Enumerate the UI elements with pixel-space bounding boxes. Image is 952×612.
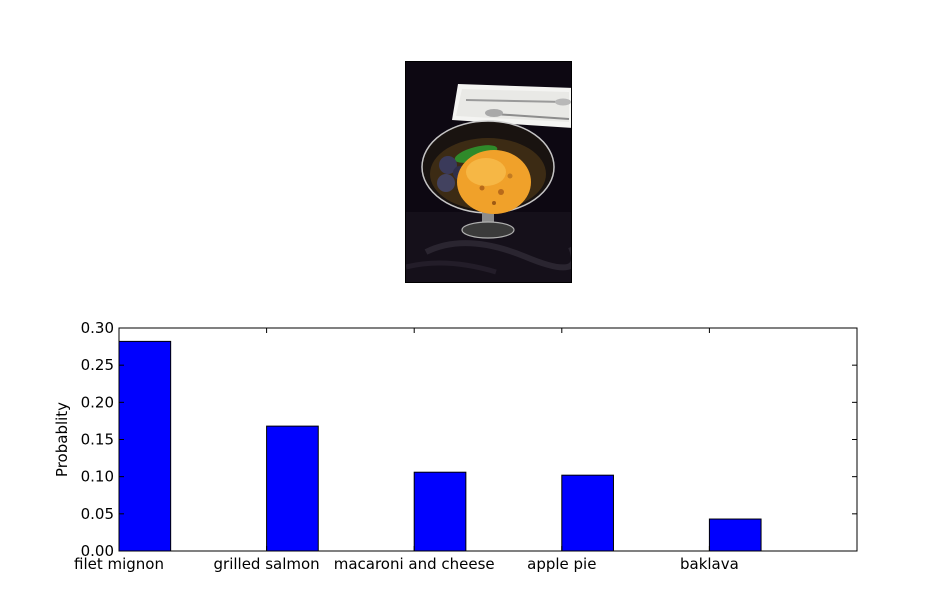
x-tick-label: filet mignon xyxy=(74,555,164,573)
y-tick-label: 0.30 xyxy=(81,319,114,337)
y-tick-label: 0.20 xyxy=(81,393,114,411)
bar-grilled-salmon xyxy=(266,425,319,552)
ticks xyxy=(118,327,857,552)
y-axis-label: Probablity xyxy=(53,402,71,477)
x-tick-label: macaroni and cheese xyxy=(334,555,495,573)
y-tick-labels: 0.00 0.05 0.10 0.15 0.20 0.25 0.30 xyxy=(81,319,114,560)
x-tick-label: grilled salmon xyxy=(214,555,320,573)
x-tick-label: baklava xyxy=(680,555,739,573)
bar-filet-mignon xyxy=(118,340,172,552)
bar-macaroni-and-cheese xyxy=(413,471,467,552)
dessert-photo xyxy=(405,61,572,283)
y-tick-label: 0.15 xyxy=(81,431,114,449)
x-tick-label: apple pie xyxy=(527,555,596,573)
y-tick-label: 0.10 xyxy=(81,468,114,486)
y-tick-label: 0.25 xyxy=(81,356,114,374)
y-tick-label: 0.00 xyxy=(81,542,114,560)
y-tick-label: 0.05 xyxy=(81,505,114,523)
ice-cream-dessert-illustration xyxy=(406,62,571,282)
bar-baklava xyxy=(708,518,762,552)
bars xyxy=(118,340,762,552)
bar-apple-pie xyxy=(561,474,614,552)
x-tick-labels: filet mignon grilled salmon macaroni and c… xyxy=(74,555,739,573)
axes-frame xyxy=(118,327,858,552)
